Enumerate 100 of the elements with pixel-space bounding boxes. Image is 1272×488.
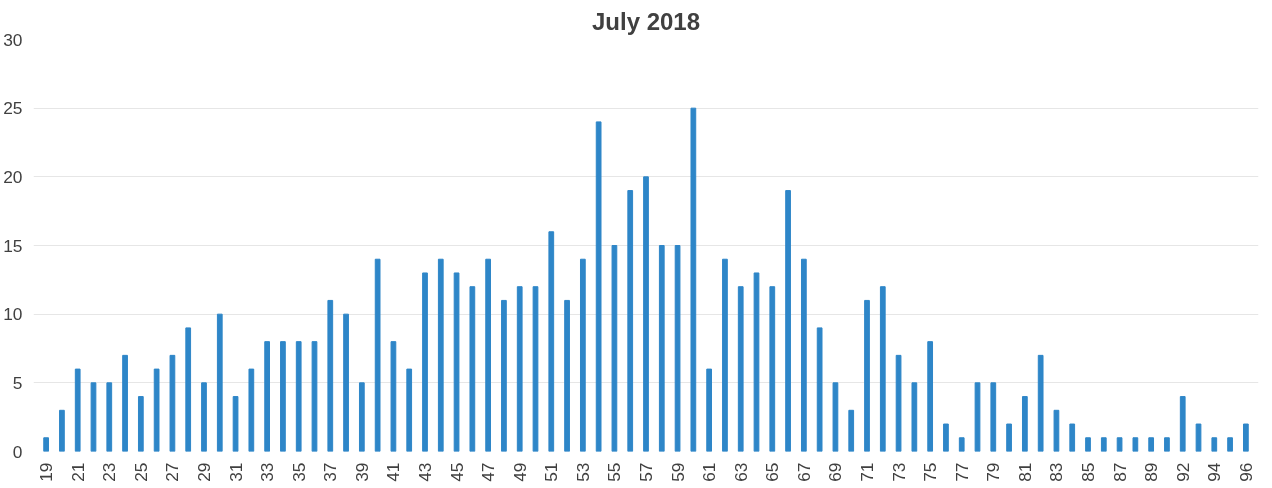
bar — [1037, 354, 1044, 452]
bar — [137, 396, 144, 452]
bar — [1053, 409, 1060, 452]
x-tick-label: 21 — [67, 462, 88, 482]
bar — [722, 258, 728, 452]
x-tick-label: 75 — [920, 462, 941, 482]
bar — [74, 368, 81, 452]
x-tick-label: 23 — [99, 462, 120, 482]
bar — [406, 368, 413, 452]
x-tick-label: 27 — [162, 462, 183, 482]
bar — [1100, 437, 1107, 452]
bar — [1132, 437, 1139, 452]
y-tick-label: 10 — [3, 304, 23, 325]
bar — [1195, 423, 1202, 452]
bar — [706, 368, 713, 452]
bar — [437, 258, 444, 452]
x-tick-label: 85 — [1078, 462, 1099, 482]
y-tick-label: 30 — [3, 29, 23, 50]
x-tick-label: 43 — [414, 462, 435, 482]
x-tick-label: 25 — [130, 462, 151, 482]
x-tick-label: 19 — [36, 462, 57, 482]
x-tick-label: 47 — [478, 462, 499, 482]
bar — [232, 396, 239, 452]
x-tick-label: 73 — [888, 462, 909, 482]
bar — [343, 313, 349, 452]
bar — [974, 382, 981, 452]
bar — [1069, 423, 1076, 452]
y-tick-label: 20 — [3, 166, 23, 187]
bar — [185, 327, 192, 452]
x-tick-label: 49 — [509, 462, 530, 482]
bar — [153, 368, 160, 452]
bar — [280, 341, 286, 452]
bar — [879, 286, 886, 452]
x-tick-label: 63 — [730, 462, 751, 482]
x-tick-label: 51 — [541, 462, 562, 482]
x-tick-label: 67 — [793, 462, 814, 482]
bar — [295, 341, 302, 452]
bar — [390, 341, 397, 452]
x-tick-label: 57 — [636, 462, 656, 482]
bar — [816, 327, 823, 452]
x-tick-label: 71 — [857, 462, 878, 482]
bar — [611, 245, 618, 452]
bar — [579, 258, 586, 452]
x-tick-label: 45 — [446, 462, 467, 482]
x-tick-label: 29 — [193, 462, 214, 482]
bar — [90, 382, 97, 452]
bar — [106, 382, 113, 452]
bar — [832, 382, 839, 452]
x-tick-label: 92 — [1172, 462, 1193, 482]
bar — [374, 258, 381, 452]
bar — [422, 272, 428, 452]
bar — [848, 409, 855, 452]
y-tick-label: 15 — [3, 235, 23, 256]
x-tick-label: 79 — [983, 462, 1004, 482]
bar — [643, 176, 649, 452]
bar — [485, 258, 492, 452]
bar — [1022, 396, 1028, 452]
bar — [1116, 437, 1123, 452]
bar — [690, 107, 697, 452]
bar — [958, 437, 965, 452]
bar — [1227, 437, 1233, 452]
bar — [658, 245, 665, 452]
bar — [327, 299, 334, 452]
x-tick-label: 39 — [351, 462, 372, 482]
bar — [311, 341, 318, 452]
x-tick-label: 61 — [699, 462, 720, 482]
x-tick-label: 55 — [604, 462, 625, 482]
bar — [516, 286, 523, 452]
chart-title: July 2018 — [591, 7, 701, 35]
x-tick-label: 65 — [762, 462, 783, 482]
bar — [769, 286, 776, 452]
bar — [248, 368, 255, 452]
y-tick-label: 5 — [12, 372, 23, 393]
bar — [1006, 423, 1012, 452]
x-tick-label: 96 — [1235, 462, 1256, 482]
bar — [800, 258, 807, 452]
x-tick-label: 87 — [1109, 462, 1130, 482]
bar — [264, 341, 270, 452]
x-tick-label: 69 — [825, 462, 846, 482]
bar — [169, 354, 176, 452]
bar — [548, 231, 555, 452]
bar — [43, 437, 49, 452]
bar — [895, 354, 902, 452]
bar — [864, 299, 870, 452]
bar — [1211, 437, 1218, 452]
bar — [1148, 437, 1155, 452]
bar — [1243, 423, 1249, 452]
x-tick-label: 37 — [320, 462, 341, 482]
x-tick-label: 81 — [1014, 462, 1035, 482]
bar — [59, 409, 65, 452]
y-tick-label: 0 — [12, 441, 23, 462]
bar — [753, 272, 760, 452]
x-tick-label: 83 — [1046, 462, 1067, 482]
bar — [1179, 396, 1186, 452]
x-tick-label: 31 — [225, 462, 246, 482]
x-tick-label: 89 — [1141, 462, 1162, 482]
bar — [990, 382, 997, 452]
bar — [469, 286, 476, 452]
bar — [564, 299, 570, 452]
bar — [627, 190, 634, 452]
